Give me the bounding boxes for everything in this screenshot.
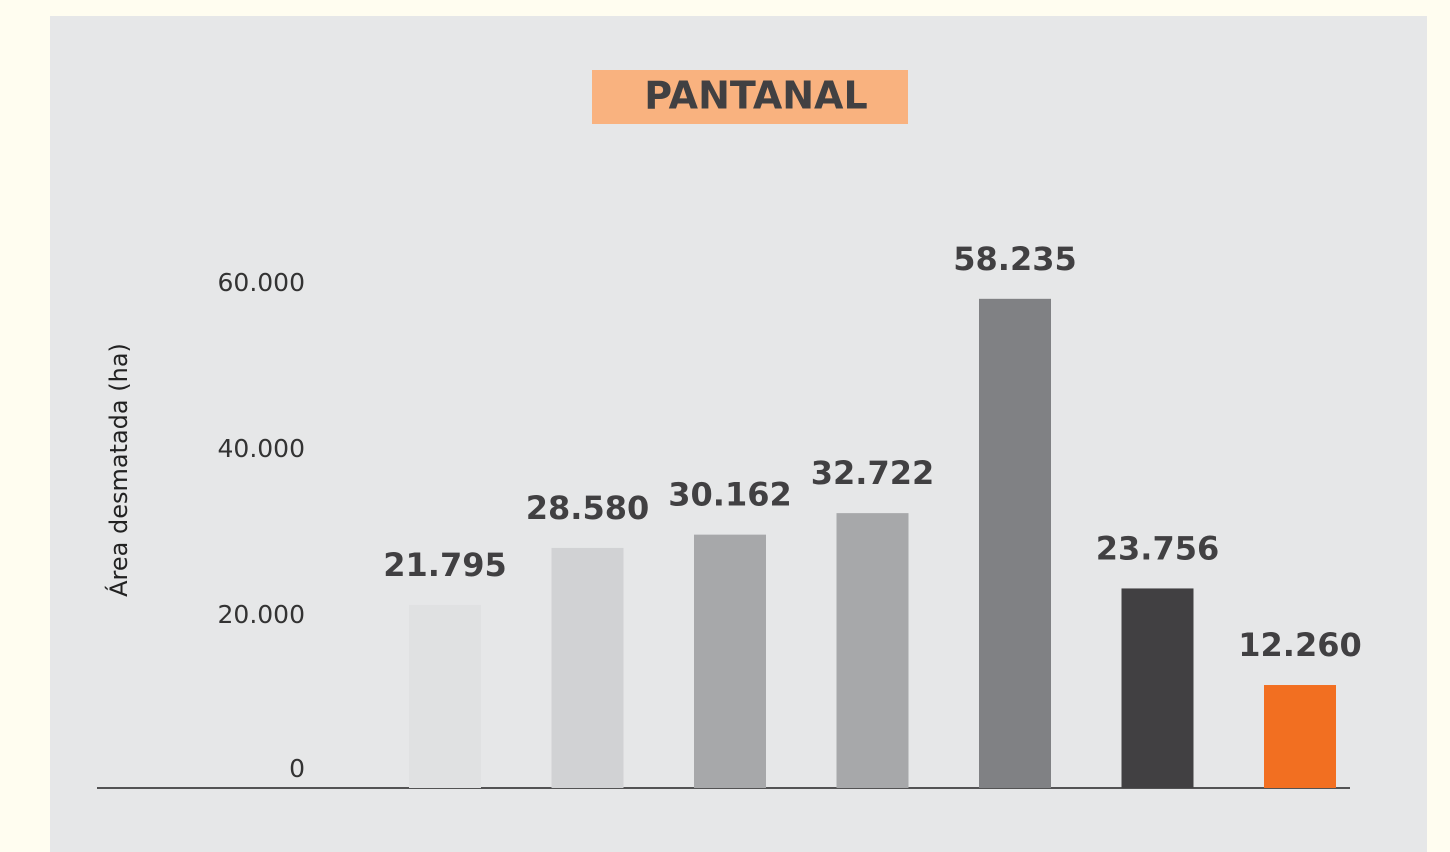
y-axis-label: Área desmatada (ha): [104, 343, 133, 597]
bar: [979, 298, 1051, 788]
bar: [1264, 685, 1336, 788]
value-label: 23.756: [1096, 529, 1219, 567]
value-label: 32.722: [811, 454, 934, 492]
bar: [836, 513, 909, 788]
value-label: 21.795: [383, 546, 506, 584]
bar: [1121, 588, 1194, 788]
y-tick-label: 0: [289, 754, 305, 783]
y-tick-label: 60.000: [218, 268, 305, 297]
y-tick-label: 40.000: [218, 434, 305, 463]
value-label: 28.580: [526, 489, 649, 527]
bar: [409, 604, 481, 788]
title-box: [592, 70, 908, 124]
bar: [694, 534, 766, 788]
bar: [551, 547, 624, 788]
value-label: 58.235: [953, 240, 1076, 278]
chart-title: PANTANAL: [644, 74, 867, 118]
y-tick-label: 20.000: [218, 600, 305, 629]
value-label: 12.260: [1238, 626, 1361, 664]
value-label: 30.162: [668, 476, 791, 514]
